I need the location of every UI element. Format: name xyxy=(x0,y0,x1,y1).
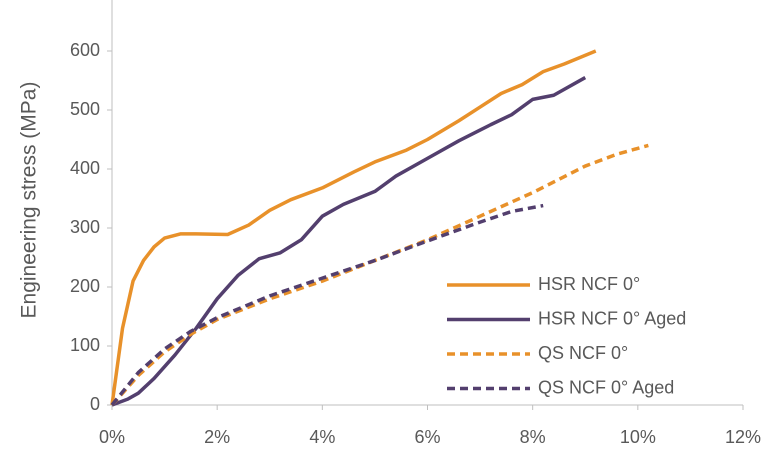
legend-label: QS NCF 0° Aged xyxy=(538,377,674,397)
y-tick-label: 0 xyxy=(90,394,100,414)
legend-label: QS NCF 0° xyxy=(538,343,628,363)
y-tick-label: 600 xyxy=(70,40,100,60)
y-tick-label: 300 xyxy=(70,217,100,237)
series-line xyxy=(111,76,587,407)
x-tick-label: 4% xyxy=(309,427,335,447)
x-tick-label: 12% xyxy=(725,427,761,447)
x-tick-label: 6% xyxy=(414,427,440,447)
legend-label: HSR NCF 0° Aged xyxy=(538,308,686,328)
x-tick-label: 0% xyxy=(99,427,125,447)
y-axis-label: Engineering stress (MPa) xyxy=(18,82,41,319)
x-tick-label: 8% xyxy=(520,427,546,447)
y-tick-label: 100 xyxy=(70,335,100,355)
legend-label: HSR NCF 0° xyxy=(538,274,640,294)
series-line xyxy=(110,203,544,407)
y-tick-label: 200 xyxy=(70,276,100,296)
y-tick-label: 500 xyxy=(70,99,100,119)
x-tick-label: 10% xyxy=(620,427,656,447)
x-tick-label: 2% xyxy=(204,427,230,447)
y-tick-label: 400 xyxy=(70,158,100,178)
series-line xyxy=(110,49,597,406)
